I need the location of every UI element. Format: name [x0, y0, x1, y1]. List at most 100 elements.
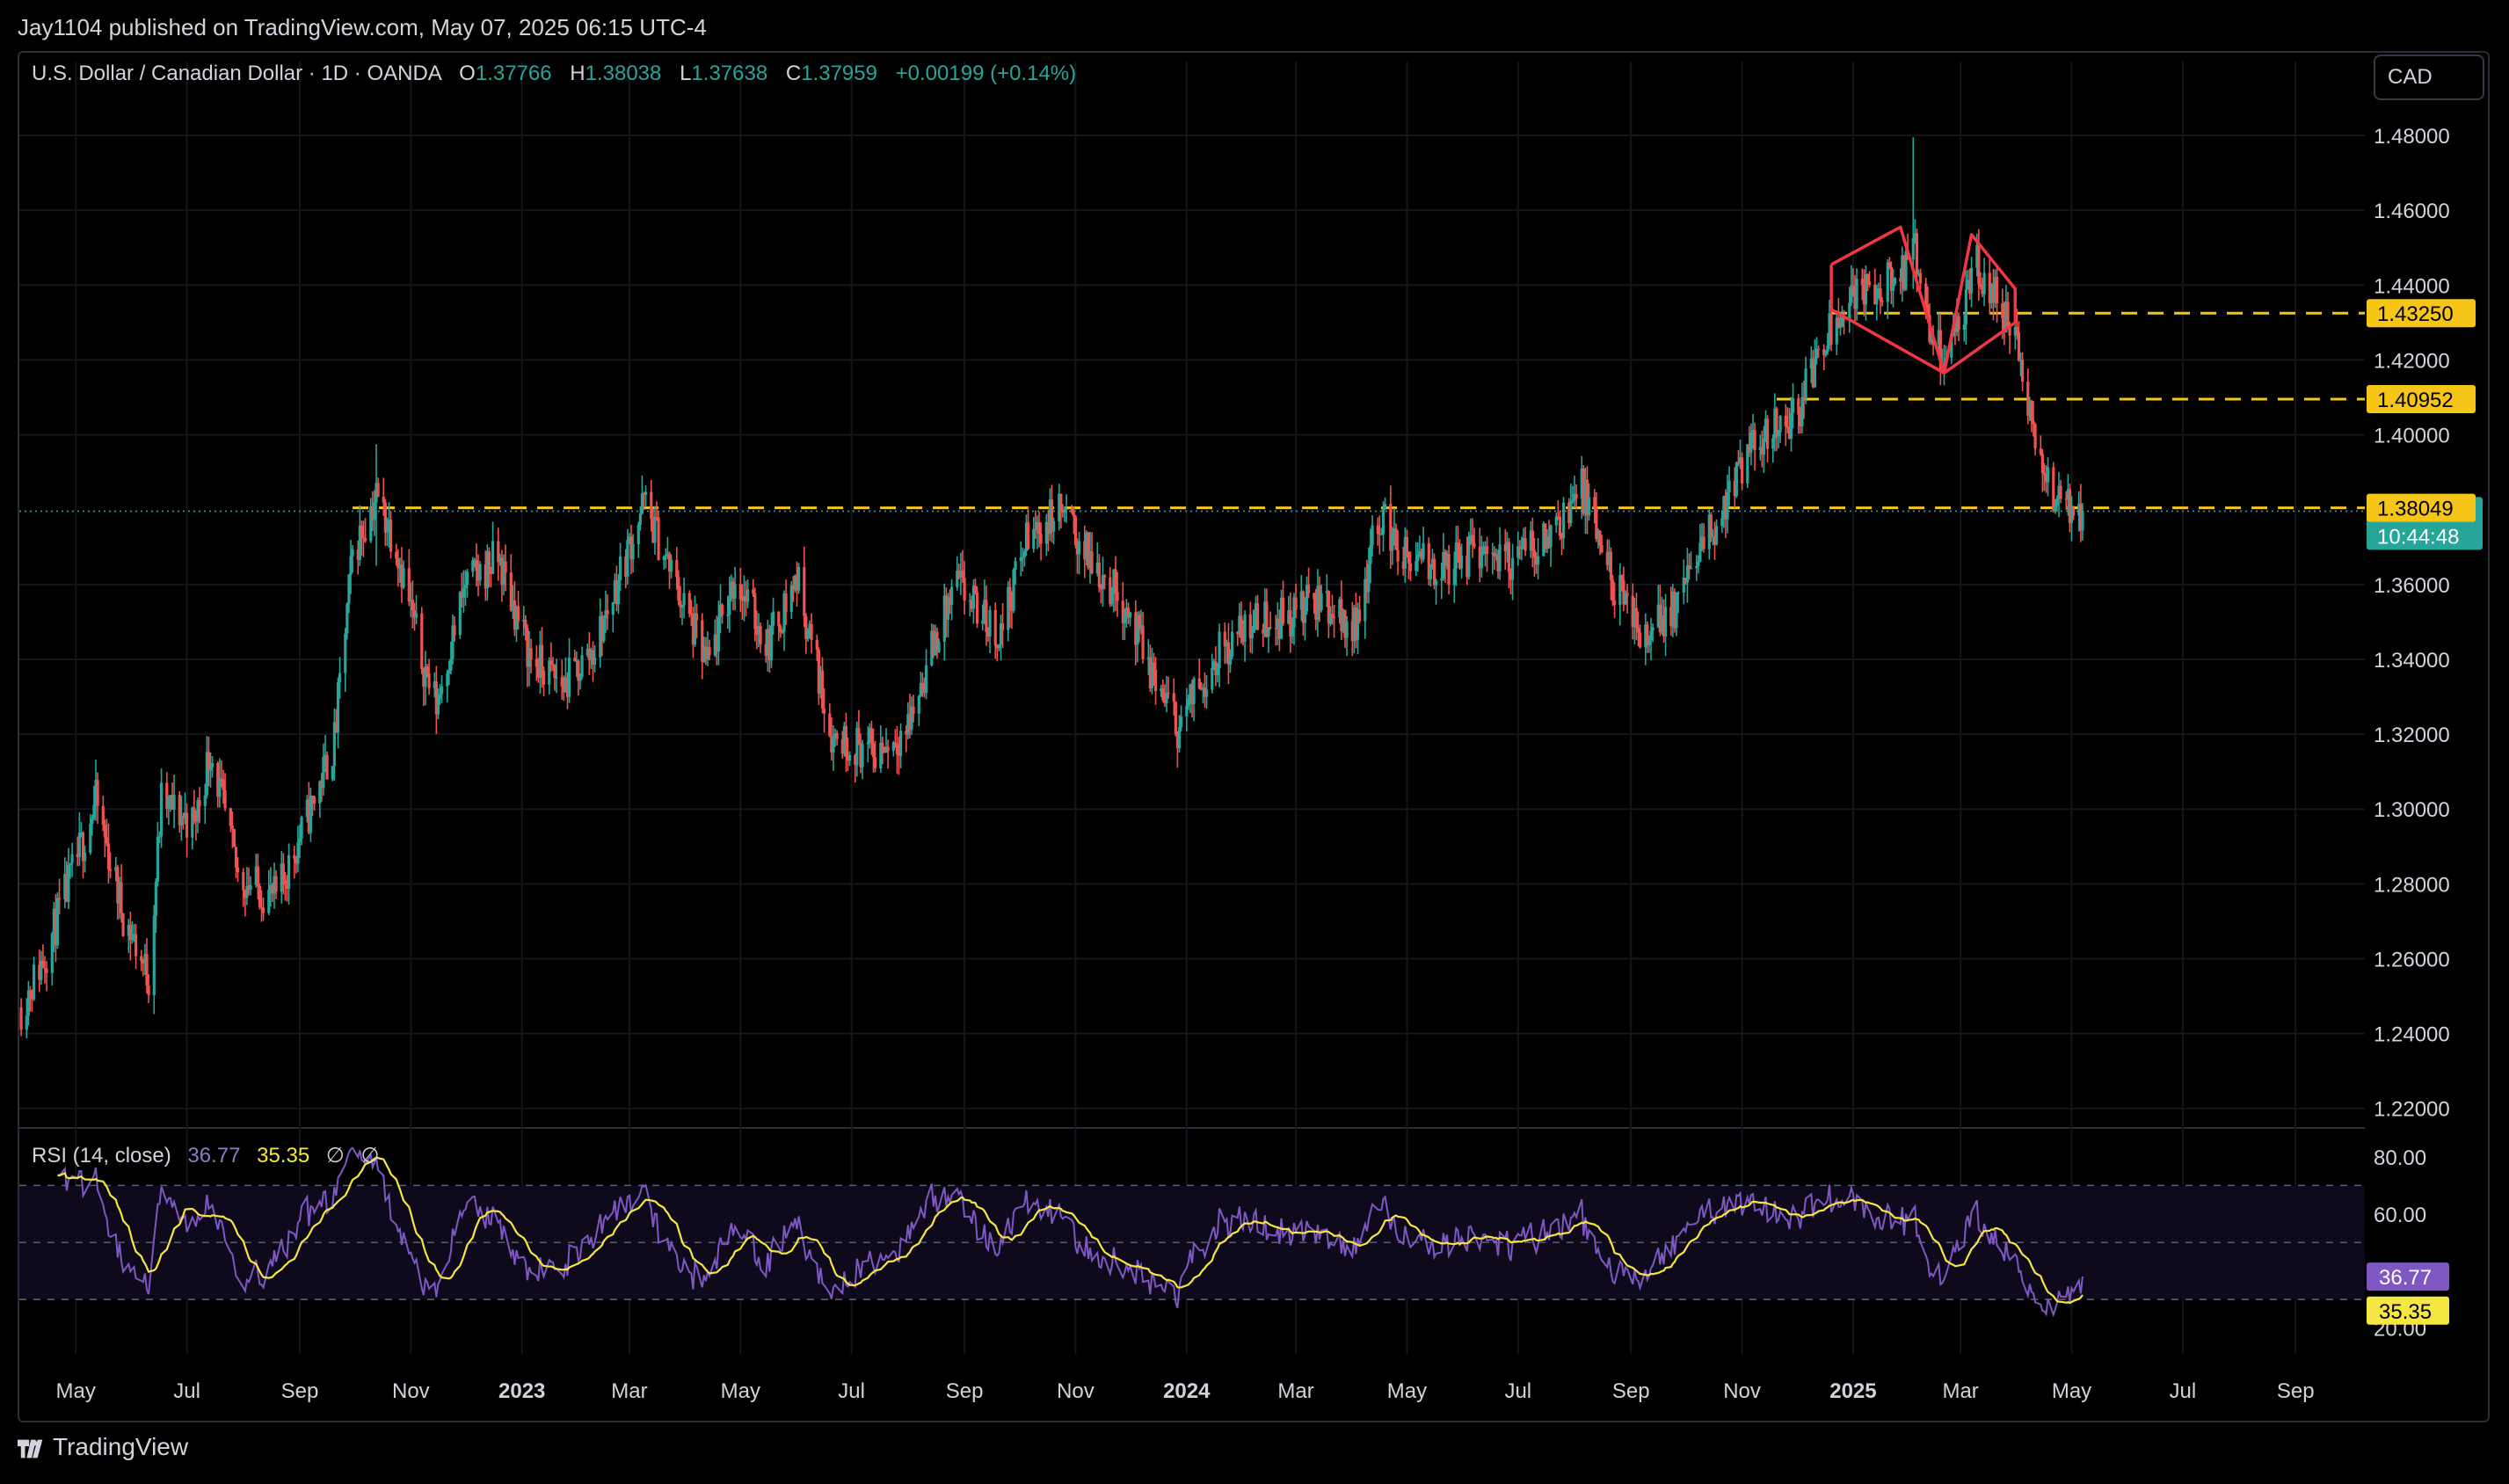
candle-body: [382, 496, 385, 503]
candle-body: [1647, 640, 1651, 646]
rsi-title[interactable]: RSI (14, close): [32, 1144, 171, 1168]
candle-body: [1491, 552, 1494, 555]
candle-body: [332, 722, 336, 767]
candle-body: [1110, 593, 1114, 605]
candle-body: [573, 658, 577, 661]
candle-body: [1838, 326, 1843, 328]
candle-body: [1292, 597, 1296, 629]
candle-body: [1243, 614, 1247, 643]
candle-body: [1713, 535, 1717, 545]
candle-body: [1022, 550, 1027, 557]
candle-body: [2030, 401, 2033, 421]
candle-body: [363, 538, 367, 542]
candle-body: [1689, 568, 1693, 570]
candle-body: [985, 600, 988, 632]
candle-body: [1369, 544, 1372, 564]
published-note: Jay1104 published on TradingView.com, Ma…: [18, 14, 707, 40]
candle-body: [1867, 281, 1872, 286]
candle-body: [693, 613, 697, 645]
candle-body: [744, 595, 748, 602]
candle-body: [1899, 278, 1902, 282]
candle-body: [1911, 238, 1915, 260]
candle-body: [1964, 289, 1967, 325]
candle-body: [1762, 439, 1766, 455]
candle-body: [516, 606, 520, 622]
candle-body: [91, 818, 94, 825]
candle-body: [1828, 313, 1831, 346]
candle-body: [1070, 508, 1073, 513]
symbol-title[interactable]: U.S. Dollar / Canadian Dollar · 1D · OAN…: [32, 62, 441, 85]
candle-body: [695, 613, 699, 621]
candle-body: [942, 595, 946, 643]
candle-body: [1918, 273, 1923, 284]
candle-body: [229, 808, 232, 826]
candle-body: [1560, 535, 1564, 539]
candle-body: [26, 990, 30, 1016]
candle-body: [1189, 684, 1192, 700]
candle-body: [983, 600, 986, 621]
candle-body: [1269, 627, 1272, 629]
candle-body: [1864, 274, 1868, 305]
candle-body: [1136, 615, 1139, 645]
candle-body: [347, 574, 351, 604]
candle-body: [338, 673, 342, 683]
candle-body: [67, 864, 70, 902]
candle-body: [1050, 499, 1054, 532]
candle-body: [1414, 561, 1418, 571]
candle-body: [245, 885, 249, 898]
candle-body: [1201, 687, 1205, 689]
rsi-value: 36.77: [187, 1144, 241, 1168]
candle-body: [358, 525, 361, 561]
level-label: 1.38049: [2377, 498, 2454, 521]
candle-body: [422, 669, 425, 687]
candle-body: [638, 513, 642, 526]
candle-body: [1605, 552, 1609, 565]
time-tick-label: May: [56, 1379, 96, 1403]
candle-body: [753, 593, 757, 629]
candle-body: [535, 659, 538, 667]
candle-body: [847, 754, 852, 761]
currency-button[interactable]: CAD: [2374, 55, 2484, 100]
horizontal-levels: [19, 311, 2365, 513]
candle-body: [675, 559, 679, 578]
candle-body: [1860, 279, 1864, 285]
candle-body: [1802, 396, 1806, 399]
candle-body: [101, 805, 105, 826]
candle-body: [1276, 618, 1279, 629]
candle-body: [615, 580, 619, 605]
candle-body: [159, 782, 164, 837]
footer-brand[interactable]: TradingView: [18, 1433, 188, 1461]
candle-body: [1962, 324, 1966, 331]
candle-body: [585, 648, 589, 656]
candle-body: [679, 600, 682, 607]
candle-body: [220, 778, 223, 780]
candle-body: [40, 960, 43, 980]
candle-body: [1669, 607, 1673, 627]
price-axis: 1.48000 1.46000 1.44000 1.42000 1.40000 1.360…: [2367, 125, 2483, 1342]
candle-body: [613, 580, 616, 602]
candle-body: [345, 603, 349, 634]
candle-body: [249, 884, 252, 890]
candle-body: [1760, 447, 1764, 455]
candle-body: [542, 670, 546, 685]
level-label: 1.43250: [2377, 302, 2454, 326]
open-value: 1.37766: [475, 62, 552, 85]
candle-body: [957, 571, 961, 578]
candle-body: [1291, 628, 1294, 637]
candle-body: [1785, 426, 1789, 428]
candle-body: [602, 618, 606, 641]
candle-body: [1330, 614, 1334, 617]
rsi-badge: [2367, 1262, 2449, 1291]
candle-body: [919, 682, 922, 696]
candle-body: [793, 575, 797, 591]
candle-body: [1773, 408, 1777, 439]
candle-body: [1660, 615, 1664, 633]
candle-body: [817, 649, 820, 694]
candle-body: [1367, 564, 1371, 593]
candle-body: [1800, 396, 1804, 426]
change-value: +0.00199 (+0.14%): [895, 62, 1077, 85]
candle-body: [1124, 607, 1129, 617]
candle-body: [1556, 516, 1560, 518]
candle-body: [460, 592, 463, 599]
